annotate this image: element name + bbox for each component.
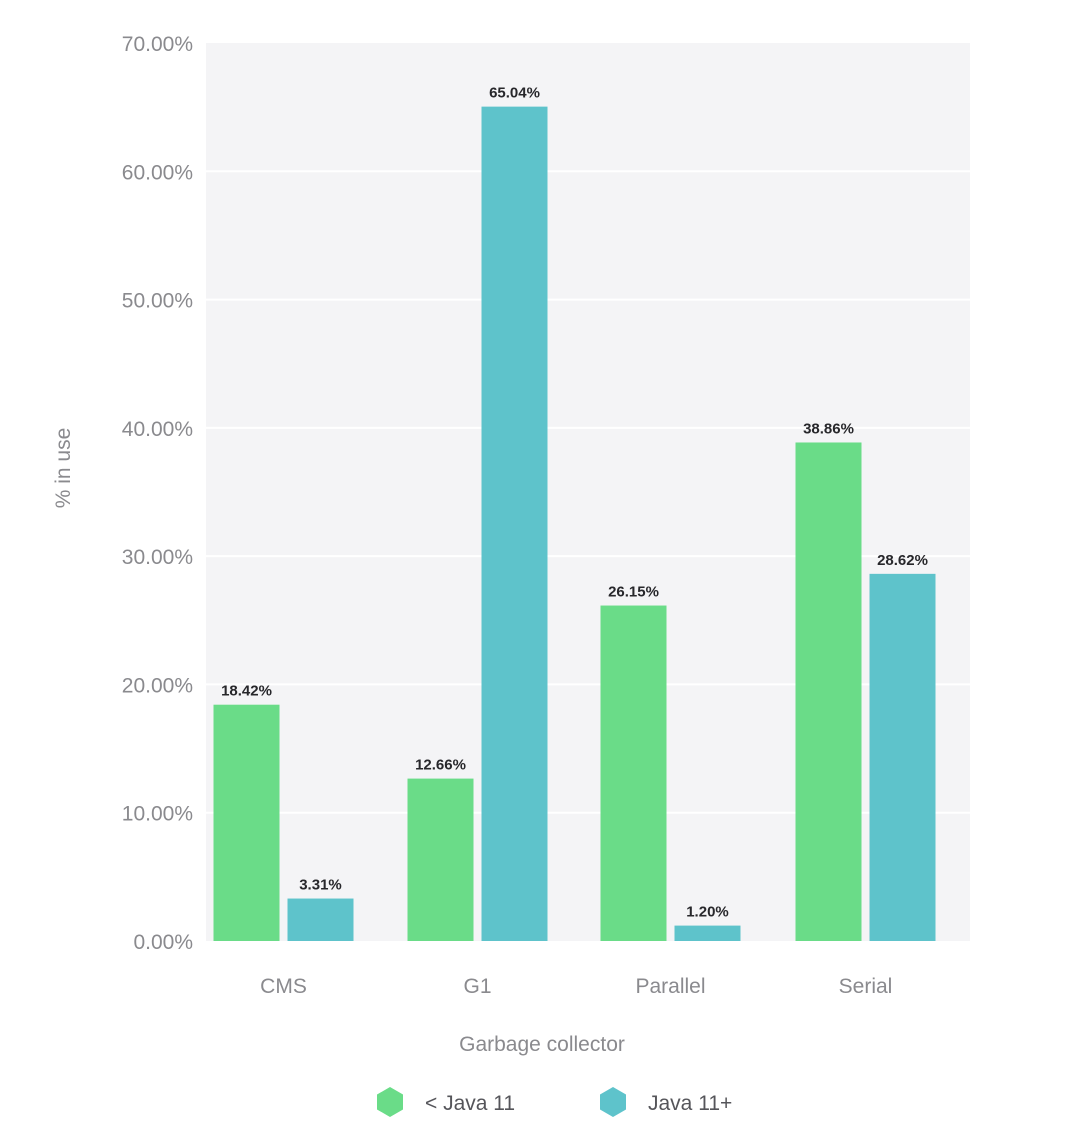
data-labels: 18.42% 3.31% 12.66% 65.04% 26.15% 1.20% 38.86%… — [221, 85, 928, 921]
data-label: 12.66% — [415, 757, 466, 774]
legend-swatch-icon — [377, 1087, 403, 1117]
y-tick-label: 20.00% — [122, 674, 193, 697]
data-label: 18.42% — [221, 683, 272, 700]
y-tick-label: 0.00% — [133, 931, 193, 954]
x-tick-label: G1 — [463, 975, 491, 998]
legend-label: Java 11+ — [648, 1092, 732, 1115]
y-axis-title: % in use — [52, 428, 75, 509]
data-label: 3.31% — [299, 877, 342, 894]
y-tick-label: 30.00% — [122, 546, 193, 569]
data-label: 28.62% — [877, 552, 928, 569]
y-axis-ticks: 0.00% 10.00% 20.00% 30.00% 40.00% 50.00% 60.00… — [122, 33, 193, 954]
data-label: 1.20% — [686, 904, 729, 921]
data-label: 26.15% — [608, 584, 659, 601]
y-tick-label: 40.00% — [122, 418, 193, 441]
bar — [869, 573, 936, 941]
x-tick-label: Parallel — [635, 975, 705, 998]
bar — [287, 898, 354, 941]
y-tick-label: 70.00% — [122, 33, 193, 56]
legend-label: < Java 11 — [425, 1092, 515, 1115]
bar — [674, 925, 741, 941]
data-label: 38.86% — [803, 420, 854, 437]
legend-swatch-icon — [600, 1087, 626, 1117]
bar — [795, 442, 862, 941]
data-label: 65.04% — [489, 85, 540, 102]
y-tick-label: 10.00% — [122, 803, 193, 826]
bars — [213, 106, 936, 942]
bar — [213, 704, 280, 941]
bar — [600, 605, 667, 941]
x-axis-title: Garbage collector — [459, 1033, 625, 1056]
x-tick-label: Serial — [839, 975, 893, 998]
gridlines — [206, 170, 970, 814]
x-tick-label: CMS — [260, 975, 307, 998]
bar — [407, 778, 474, 941]
y-tick-label: 50.00% — [122, 290, 193, 313]
y-tick-label: 60.00% — [122, 161, 193, 184]
legend: < Java 11 Java 11+ — [377, 1087, 732, 1117]
bar — [481, 106, 548, 942]
x-axis-ticks: CMS G1 Parallel Serial — [260, 975, 892, 998]
